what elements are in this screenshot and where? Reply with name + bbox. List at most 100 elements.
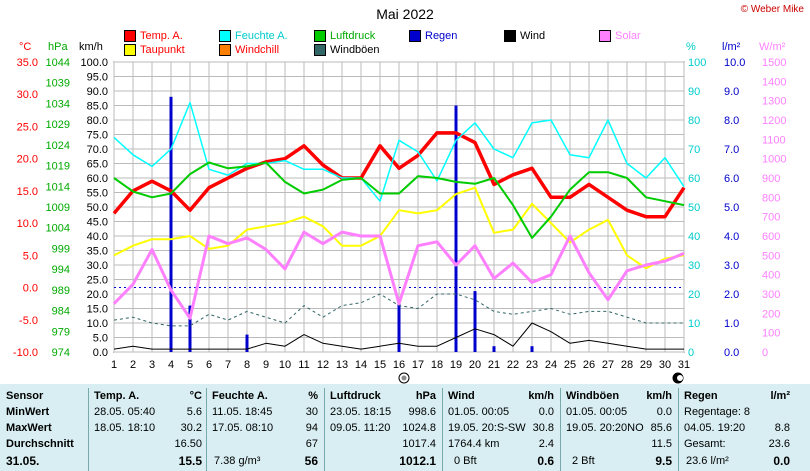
y-tick-solar: 900	[762, 173, 780, 185]
legend-swatch-temp	[124, 30, 136, 42]
stats-divider	[678, 388, 679, 471]
y-tick-solar: 500	[762, 250, 780, 262]
y-tick-kmh: 15.0	[87, 304, 108, 316]
y-tick-kmh: 60.0	[87, 173, 108, 185]
y-tick-temp: 30.0	[17, 89, 38, 101]
y-tick-rain: 9.0	[724, 86, 739, 98]
temp-avg: 16.50	[174, 438, 202, 450]
y-tick-solar: 700	[762, 212, 780, 224]
y-tick-pct: 40	[688, 231, 700, 243]
series-line	[113, 186, 685, 270]
y-tick-solar: 600	[762, 231, 780, 243]
y-tick-rain: 10.0	[724, 57, 745, 69]
rain-current: 0.0	[773, 454, 790, 468]
y-tick-hpa: 1014	[46, 181, 70, 193]
stats-divider	[560, 388, 561, 471]
moon-crescent-icon	[677, 375, 683, 381]
series-line	[113, 322, 684, 350]
y-tick-hpa: 1029	[46, 119, 70, 131]
legend-label-temp: Temp. A.	[140, 30, 183, 42]
y-tick-hpa: 999	[52, 243, 70, 255]
temp-max-when: 18.05. 18:10	[94, 422, 156, 434]
legend-label-wind: Wind	[520, 30, 546, 42]
y-tick-pct: 10	[688, 318, 700, 330]
y-tick-hpa: 1004	[46, 223, 70, 235]
gust-current: 9.5	[655, 454, 672, 468]
y-tick-kmh: 20.0	[87, 289, 108, 301]
press-min-when: 23.05. 18:15	[330, 406, 392, 418]
series-line	[113, 161, 685, 239]
credit-link[interactable]: © Weber Mike	[740, 4, 804, 15]
wind-bft: 0 Bft	[454, 455, 477, 467]
y-tick-pct: 20	[688, 289, 700, 301]
y-tick-temp: -10.0	[13, 347, 38, 359]
legend-label-gusts: Windböen	[330, 44, 380, 56]
legend-label-windchill: Windchill	[235, 44, 280, 56]
y-tick-pct: 100	[688, 57, 706, 69]
x-tick-label: 20	[469, 359, 481, 371]
y-tick-kmh: 45.0	[87, 217, 108, 229]
y-tick-temp: -5.0	[19, 315, 38, 327]
x-tick-label: 1	[111, 359, 117, 371]
y-tick-hpa: 1044	[46, 57, 70, 69]
chart-title: Mai 2022	[376, 6, 434, 22]
y-tick-hpa: 979	[52, 326, 70, 338]
hum-min-when: 11.05. 18:45	[212, 406, 273, 418]
x-tick-label: 25	[564, 359, 576, 371]
stats-panel: Sensor MinWert MaxWert Durchschnitt 31.0…	[0, 384, 810, 471]
rain-unit: l/m²	[770, 390, 790, 402]
axis-unit-pct: %	[686, 41, 696, 53]
gust-min-when: 01.05. 00:05	[566, 406, 628, 418]
stats-date: 31.05.	[6, 454, 40, 468]
rain-max: 8.8	[774, 422, 790, 434]
rain-days: Regentage: 8	[684, 406, 751, 418]
y-tick-pct: 80	[688, 115, 700, 127]
rain-header: Regen	[684, 390, 718, 402]
y-tick-rain: 8.0	[724, 115, 739, 127]
x-tick-label: 19	[450, 359, 462, 371]
legend-swatch-dewpoint	[124, 44, 136, 56]
axis-unit-temp: °C	[19, 41, 31, 53]
y-tick-solar: 1500	[762, 57, 786, 69]
y-tick-temp: 5.0	[23, 250, 38, 262]
rain-bar	[397, 299, 401, 352]
legend-swatch-rain	[409, 30, 421, 42]
x-tick-label: 10	[279, 359, 291, 371]
y-tick-pct: 60	[688, 173, 700, 185]
legend-swatch-solar	[599, 30, 611, 42]
press-header: Luftdruck	[330, 390, 381, 402]
rain-total-label: Gesamt:	[684, 438, 726, 450]
axis-unit-rain: l/m²	[722, 41, 741, 53]
stats-col-rain: Regen l/m² Regentage: 8 04.05. 19:20 8.8…	[684, 384, 790, 471]
rain-bar	[473, 291, 477, 352]
y-tick-temp: 0.0	[23, 283, 38, 295]
wind-distance: 1764.4 km	[448, 438, 500, 450]
x-tick-label: 31	[678, 359, 690, 371]
gust-avg: 11.5	[651, 438, 672, 450]
legend-item-pressure: Luftdruck	[314, 30, 375, 42]
x-tick-label: 15	[374, 359, 386, 371]
legend-item-temp: Temp. A.	[124, 30, 183, 42]
press-avg: 1017.4	[402, 438, 436, 450]
y-tick-kmh: 10.0	[87, 318, 108, 330]
x-tick-label: 17	[412, 359, 424, 371]
y-tick-rain: 2.0	[724, 289, 739, 301]
y-tick-kmh: 0.0	[93, 347, 108, 359]
stats-divider	[442, 388, 443, 471]
x-tick-label: 18	[431, 359, 443, 371]
rain-bar	[530, 346, 534, 352]
legend-swatch-windchill	[219, 44, 231, 56]
y-tick-kmh: 50.0	[87, 202, 108, 214]
legend-item-dewpoint: Taupunkt	[124, 44, 185, 56]
x-tick-label: 27	[602, 359, 614, 371]
hum-unit: %	[308, 390, 318, 402]
legend-item-humidity: Feuchte A.	[219, 30, 288, 42]
temp-min: 5.6	[186, 406, 202, 418]
y-tick-solar: 1400	[762, 76, 786, 88]
x-tick-label: 5	[187, 359, 193, 371]
y-tick-rain: 1.0	[724, 318, 739, 330]
wind-header: Wind	[448, 390, 475, 402]
y-tick-pct: 50	[688, 202, 700, 214]
y-tick-kmh: 75.0	[87, 130, 108, 142]
legend: Temp. A. Taupunkt Feuchte A. Windchill L…	[0, 30, 810, 60]
